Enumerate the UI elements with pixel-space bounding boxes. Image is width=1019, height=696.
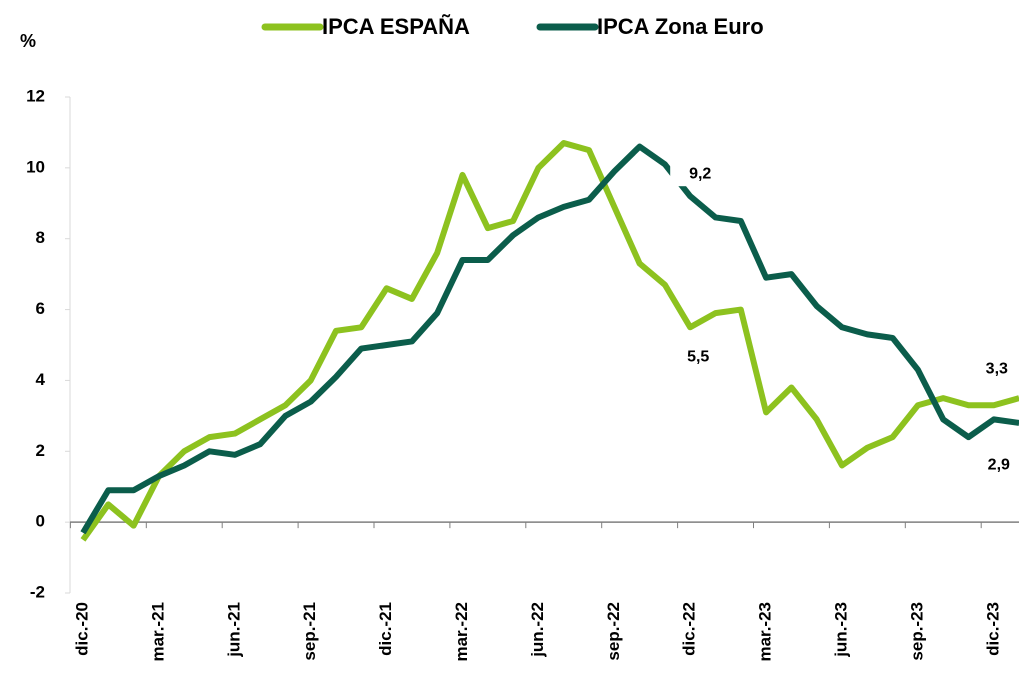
x-tick-label: jun.-21 <box>224 602 243 658</box>
x-tick-label: mar.-23 <box>756 602 775 662</box>
legend-label: IPCA ESPAÑA <box>322 14 470 39</box>
legend-label: IPCA Zona Euro <box>597 14 764 39</box>
y-tick-label: -2 <box>30 582 45 601</box>
y-tick-label: 0 <box>36 512 45 531</box>
value-label: 2,9 <box>988 457 1010 474</box>
value-label-bg <box>668 345 709 370</box>
value-label-bg <box>973 453 1014 478</box>
y-axis-label: % <box>20 31 36 51</box>
value-label: 9,2 <box>689 165 711 182</box>
value-label: 5,5 <box>687 349 709 366</box>
y-tick-label: 6 <box>36 299 45 318</box>
x-tick-label: dic.-21 <box>376 602 395 656</box>
x-tick-label: dic.-20 <box>72 602 91 656</box>
x-tick-label: dic.-22 <box>680 602 699 656</box>
x-tick-label: sep.-21 <box>300 602 319 661</box>
x-tick-label: dic.-23 <box>983 602 1002 656</box>
value-label-bg <box>971 357 1012 382</box>
x-tick-label: sep.-23 <box>907 602 926 661</box>
x-tick-label: mar.-21 <box>148 602 167 662</box>
value-label-bg <box>670 162 711 187</box>
series-line <box>80 143 1019 535</box>
x-tick-label: mar.-22 <box>452 602 471 662</box>
value-label: 3,3 <box>986 360 1008 377</box>
x-tick-label: sep.-22 <box>604 602 623 661</box>
y-tick-label: 12 <box>26 86 45 105</box>
y-tick-label: 8 <box>36 228 45 247</box>
y-tick-label: 10 <box>26 157 45 176</box>
series-line <box>80 140 1019 542</box>
x-tick-label: jun.-23 <box>831 602 850 658</box>
y-tick-label: 4 <box>36 370 46 389</box>
y-tick-label: 2 <box>36 441 45 460</box>
x-tick-label: jun.-22 <box>528 602 547 658</box>
